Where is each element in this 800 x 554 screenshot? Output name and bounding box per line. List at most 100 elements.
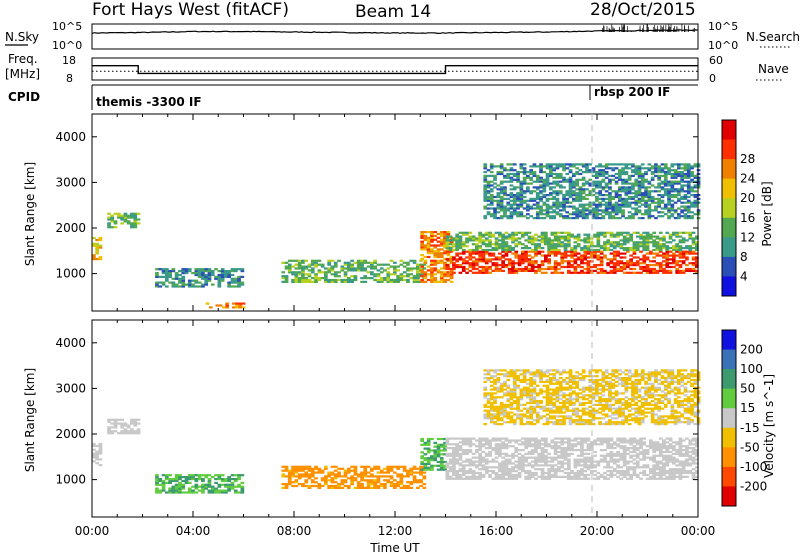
heatmap-cell xyxy=(670,184,675,187)
heatmap-cell xyxy=(499,182,504,185)
heatmap-cell xyxy=(614,182,619,185)
heatmap-cell xyxy=(343,484,348,488)
heatmap-cell xyxy=(655,248,660,252)
heatmap-cell xyxy=(347,277,351,280)
heatmap-cell xyxy=(599,267,604,271)
heatmap-cell xyxy=(389,481,394,484)
heatmap-cell xyxy=(553,231,558,234)
heatmap-cell xyxy=(657,169,661,172)
heatmap-cell xyxy=(363,277,368,280)
heatmap-cell xyxy=(593,233,597,236)
heatmap-cell xyxy=(576,449,581,452)
heatmap-cell xyxy=(601,178,606,181)
heatmap-cell xyxy=(446,275,451,278)
heatmap-cell xyxy=(545,182,550,185)
heatmap-cell xyxy=(649,458,653,461)
heatmap-cell xyxy=(509,211,514,214)
heatmap-cell xyxy=(498,464,502,467)
heatmap-cell xyxy=(527,443,532,446)
heatmap-cell xyxy=(683,213,688,216)
heatmap-cell xyxy=(281,486,286,489)
heatmap-cell xyxy=(652,231,656,234)
heatmap-cell xyxy=(393,280,397,283)
station-title: Fort Hays West (fitACF) xyxy=(92,0,289,20)
heatmap-cell xyxy=(433,459,438,462)
heatmap-cell xyxy=(621,205,625,208)
heatmap-cell xyxy=(583,458,588,461)
heatmap-cell xyxy=(545,197,550,200)
heatmap-cell xyxy=(695,248,699,252)
heatmap-cell xyxy=(686,163,691,166)
heatmap-cell xyxy=(484,258,489,261)
heatmap-cell xyxy=(580,470,584,473)
heatmap-cell xyxy=(373,278,377,282)
heatmap-cell xyxy=(691,237,696,240)
heatmap-cell xyxy=(484,233,489,236)
heatmap-cell xyxy=(665,437,670,440)
heatmap-cell xyxy=(547,477,551,480)
heatmap-cell xyxy=(383,467,387,470)
heatmap-cell xyxy=(624,180,629,183)
heatmap-cell xyxy=(521,252,525,255)
heatmap-cell xyxy=(639,267,643,271)
heatmap-cell xyxy=(534,464,538,467)
heatmap-cell xyxy=(529,199,533,202)
heatmap-cell xyxy=(635,464,640,467)
heatmap-cell xyxy=(406,475,410,478)
heatmap-cell xyxy=(493,405,497,408)
heatmap-cell xyxy=(461,450,466,454)
heatmap-cell xyxy=(672,475,676,478)
heatmap-cell xyxy=(486,409,491,412)
heatmap-cell xyxy=(204,275,209,278)
heatmap-cell xyxy=(498,452,502,455)
heatmap-cell xyxy=(214,478,218,481)
heatmap-cell xyxy=(644,209,648,212)
heatmap-cell xyxy=(504,460,509,463)
heatmap-cell xyxy=(178,491,182,494)
heatmap-cell xyxy=(389,475,394,478)
heatmap-cell xyxy=(688,470,693,473)
heatmap-cell xyxy=(696,176,701,179)
heatmap-cell xyxy=(443,447,447,450)
heatmap-cell xyxy=(423,441,428,444)
heatmap-cell xyxy=(657,197,661,200)
heatmap-cell xyxy=(629,239,633,242)
heatmap-cell xyxy=(695,443,699,446)
heatmap-cell xyxy=(430,232,434,236)
heatmap-cell xyxy=(647,211,652,214)
heatmap-cell xyxy=(598,201,602,204)
heatmap-cell xyxy=(601,174,606,177)
heatmap-cell xyxy=(504,235,509,238)
heatmap-cell xyxy=(499,186,504,189)
heatmap-cell xyxy=(560,254,565,257)
heatmap-cell xyxy=(553,250,558,253)
heatmap-cell xyxy=(576,243,581,246)
colorbar-swatch xyxy=(722,276,736,297)
heatmap-cell xyxy=(171,485,176,488)
heatmap-cell xyxy=(642,441,647,444)
heatmap-cell xyxy=(92,242,96,245)
heatmap-cell xyxy=(658,231,663,234)
heatmap-cell xyxy=(498,252,502,255)
heatmap-cell xyxy=(578,172,583,176)
heatmap-cell xyxy=(92,236,96,240)
heatmap-cell xyxy=(675,247,679,250)
heatmap-cell xyxy=(95,248,99,251)
heatmap-cell xyxy=(501,237,505,240)
heatmap-cell xyxy=(686,180,691,183)
heatmap-cell xyxy=(370,261,374,264)
heatmap-cell xyxy=(599,250,604,253)
heatmap-cell xyxy=(376,467,381,470)
heatmap-cell xyxy=(113,422,118,425)
heatmap-cell xyxy=(581,182,586,185)
heatmap-cell xyxy=(420,231,424,234)
heatmap-cell xyxy=(552,203,556,206)
heatmap-cell xyxy=(433,277,438,280)
heatmap-cell xyxy=(575,195,579,199)
heatmap-cell xyxy=(363,465,368,468)
heatmap-cell xyxy=(632,256,637,259)
heatmap-cell xyxy=(677,213,681,216)
heatmap-cell xyxy=(201,483,205,486)
heatmap-cell xyxy=(642,241,647,244)
heatmap-cell xyxy=(481,437,486,440)
